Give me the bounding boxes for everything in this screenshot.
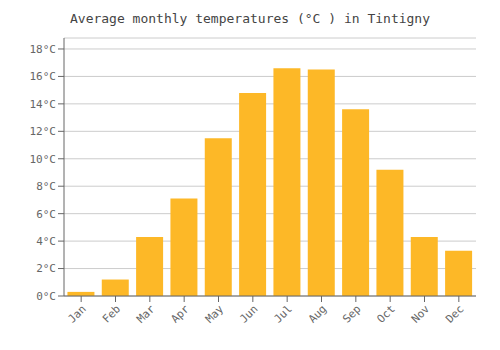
svg-text:12°C: 12°C bbox=[30, 125, 57, 138]
svg-text:8°C: 8°C bbox=[36, 180, 56, 193]
html-text:Average monthly temperatures (: Average monthly temperatures (°C ) in Ti… bbox=[70, 11, 430, 26]
svg-text:4°C: 4°C bbox=[36, 235, 56, 248]
svg-text:Feb: Feb bbox=[100, 302, 123, 325]
svg-text:Nov: Nov bbox=[409, 302, 433, 326]
svg-text:14°C: 14°C bbox=[30, 98, 57, 111]
svg-text:Sep: Sep bbox=[340, 302, 363, 325]
svg-text:Jun: Jun bbox=[237, 302, 260, 325]
svg-text:May: May bbox=[203, 302, 227, 326]
svg-text:Dec: Dec bbox=[443, 302, 466, 325]
svg-text:16°C: 16°C bbox=[30, 70, 57, 83]
svg-text:6°C: 6°C bbox=[36, 208, 56, 221]
svg-text:Apr: Apr bbox=[169, 302, 193, 326]
svg-text:10°C: 10°C bbox=[30, 153, 57, 166]
svg-text:2°C: 2°C bbox=[36, 262, 56, 275]
svg-text:18°C: 18°C bbox=[30, 43, 57, 56]
svg-text:Mar: Mar bbox=[134, 302, 158, 326]
svg-text:Aug: Aug bbox=[306, 302, 329, 325]
svg-text:Jan: Jan bbox=[66, 302, 89, 325]
svg-text:0°C: 0°C bbox=[36, 290, 56, 303]
svg-text:Jul: Jul bbox=[272, 302, 295, 325]
svg-text:Oct: Oct bbox=[375, 302, 398, 325]
